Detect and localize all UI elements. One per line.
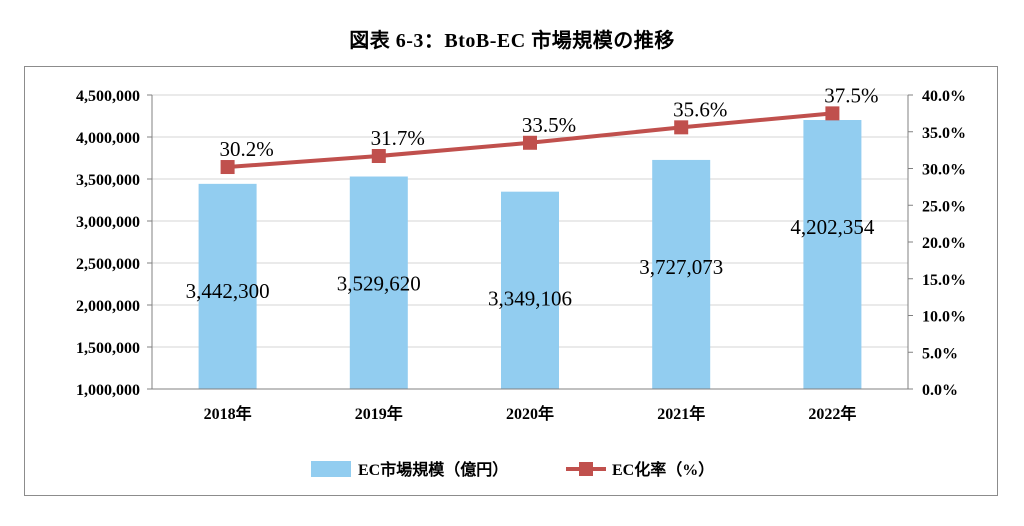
bar-value-label: 3,349,106 — [488, 287, 572, 311]
bar — [501, 191, 559, 389]
legend-swatch-bar — [311, 461, 351, 477]
y-left-tick-label: 4,000,000 — [76, 130, 140, 147]
y-right-tick-label: 5.0% — [922, 345, 958, 362]
data-labels: 3,442,300 3,529,620 3,349,106 3,727,073 4,20… — [186, 83, 879, 310]
y-right-tick-label: 0.0% — [922, 382, 958, 399]
y-right-tick-label: 30.0% — [922, 162, 966, 179]
y-left-tick-label: 2,000,000 — [76, 298, 140, 315]
legend-swatch-marker — [579, 462, 593, 476]
y-left-tick-label: 4,500,000 — [76, 88, 140, 105]
x-tick-label: 2019年 — [355, 404, 403, 423]
bar — [198, 183, 257, 389]
y-right-tick-label: 20.0% — [922, 235, 966, 252]
bar-value-label: 3,442,300 — [186, 279, 270, 303]
chart-title: 図表 6-3：BtoB-EC 市場規模の推移 — [349, 30, 675, 52]
ec-rate-value-label: 33.5% — [522, 113, 576, 137]
ec-rate-marker — [371, 149, 386, 164]
ec-rate-marker — [523, 135, 537, 150]
bar — [652, 159, 711, 389]
x-tick-label: 2021年 — [657, 404, 705, 423]
x-tick-label: 2018年 — [204, 404, 252, 423]
ec-rate-value-label: 30.2% — [219, 137, 273, 161]
line-series — [220, 106, 840, 175]
legend-label-line: EC化率（%） — [612, 460, 714, 479]
ec-rate-value-label: 31.7% — [371, 126, 425, 150]
ec-rate-value-label: 37.5% — [824, 83, 878, 107]
ec-rate-marker — [220, 160, 235, 175]
axes: 1,000,000 1,500,000 2,000,000 2,500,000 3,00… — [76, 88, 966, 423]
legend-label-bar: EC市場規模（億円） — [358, 460, 508, 479]
x-tick-label: 2020年 — [506, 404, 554, 423]
bar — [803, 120, 862, 390]
bar — [349, 176, 408, 389]
x-tick-label: 2022年 — [808, 404, 856, 423]
y-left-tick-label: 3,500,000 — [76, 172, 140, 189]
y-left-tick-label: 1,000,000 — [76, 382, 140, 399]
y-right-tick-label: 25.0% — [922, 198, 966, 215]
ec-rate-marker — [825, 106, 840, 121]
bar-value-label: 3,727,073 — [639, 255, 723, 279]
ec-rate-marker — [674, 120, 689, 135]
bar-series — [198, 120, 862, 390]
bar-value-label: 3,529,620 — [337, 272, 421, 296]
y-left-tick-label: 1,500,000 — [76, 340, 140, 357]
chart-frame — [24, 66, 998, 496]
y-left-tick-label: 3,000,000 — [76, 214, 140, 231]
bar-value-label: 4,202,354 — [790, 215, 875, 239]
y-left-tick-label: 2,500,000 — [76, 256, 140, 273]
ec-rate-value-label: 35.6% — [673, 97, 727, 121]
legend: EC市場規模（億円） EC化率（%） — [311, 460, 714, 479]
y-right-tick-label: 10.0% — [922, 309, 966, 326]
y-right-tick-label: 15.0% — [922, 272, 966, 289]
y-right-tick-label: 35.0% — [922, 125, 966, 142]
y-right-tick-label: 40.0% — [922, 88, 966, 105]
